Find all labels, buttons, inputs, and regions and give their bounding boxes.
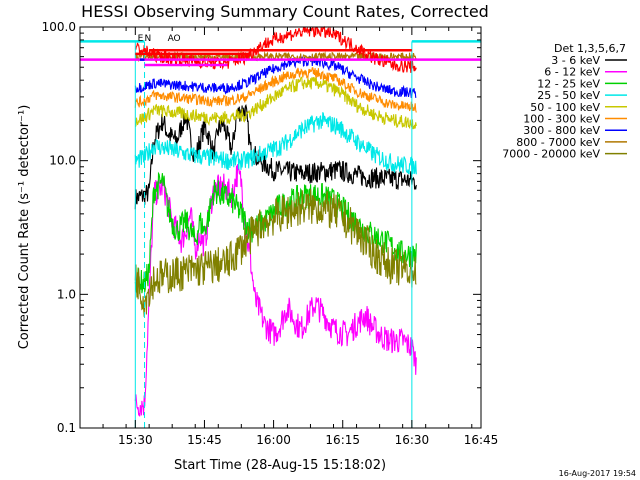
- x-tick-label: 15:30: [118, 433, 153, 447]
- x-tick-label: 16:15: [325, 433, 360, 447]
- flag-marker: AO: [168, 34, 181, 44]
- series-line-1: [134, 164, 417, 417]
- legend-label: 300 - 800 keV: [523, 124, 600, 137]
- series-layer: [134, 25, 417, 417]
- series-line-5: [134, 67, 417, 113]
- legend-label: 50 - 100 keV: [530, 101, 600, 114]
- x-tick-label: 16:00: [256, 433, 291, 447]
- legend-title: Det 1,3,5,6,7: [554, 42, 626, 55]
- plot-frame: [79, 26, 482, 429]
- series-line-9: [135, 25, 417, 73]
- chart-title: HESSI Observing Summary Count Rates, Cor…: [81, 2, 489, 21]
- series-line-8: [134, 189, 417, 317]
- y-tick-label: 10.0: [49, 154, 76, 168]
- x-tick-label: 16:45: [464, 433, 499, 447]
- legend-label: 12 - 25 keV: [537, 77, 600, 90]
- legend-label: 6 - 12 keV: [544, 66, 600, 79]
- series-line-0: [134, 103, 417, 210]
- y-tick-label: 0.1: [57, 421, 76, 435]
- series-line-6: [134, 54, 417, 99]
- x-tick-label: 15:45: [187, 433, 222, 447]
- legend-label: 3 - 6 keV: [551, 54, 600, 67]
- legend-label: 100 - 300 keV: [523, 113, 600, 126]
- legend-label: 800 - 7000 keV: [516, 136, 600, 149]
- y-tick-label: 100.0: [42, 20, 76, 34]
- x-tick-label: 16:30: [395, 433, 430, 447]
- series-line-3: [134, 112, 417, 176]
- y-tick-label: 1.0: [57, 287, 76, 301]
- y-axis-label: Corrected Count Rate (s⁻¹ detector⁻¹): [17, 105, 32, 350]
- flag-marker: N: [145, 34, 152, 44]
- legend-label: 25 - 50 keV: [537, 89, 600, 102]
- y-axis: 0.1 1.0 10.0 100.0: [42, 20, 481, 435]
- legend-label: 7000 - 20000 keV: [502, 148, 600, 161]
- x-axis: 15:30 15:45 16:00 16:15 16:30 16:45: [79, 27, 499, 447]
- flag-marker: E: [138, 34, 144, 44]
- series-line-4: [134, 76, 417, 130]
- x-axis-label: Start Time (28-Aug-15 15:18:02): [174, 458, 386, 473]
- generated-timestamp: 16-Aug-2017 19:54: [559, 469, 636, 478]
